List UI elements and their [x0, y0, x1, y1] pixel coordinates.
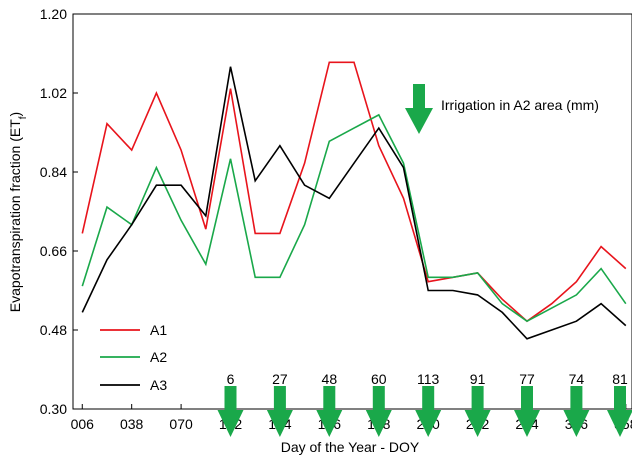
- irrigation-amount-label: 74: [569, 371, 585, 387]
- irrigation-arrow-icon: [365, 386, 392, 437]
- series-line-a3: [81, 66, 627, 340]
- irrigation-arrow-icon: [464, 386, 491, 437]
- irrigation-amount-label: 48: [322, 371, 338, 387]
- x-axis: 006038070102134166198230262294326358: [71, 404, 632, 432]
- irrigation-amount-label: 6: [227, 371, 235, 387]
- x-tick-label: 070: [169, 416, 193, 432]
- irrigation-amount-label: 77: [519, 371, 535, 387]
- irrigation-arrow-icon: [415, 386, 442, 437]
- legend-label-a2: A2: [150, 349, 167, 365]
- legend-label-a1: A1: [150, 322, 167, 338]
- irrigation-arrow-icon: [607, 386, 632, 437]
- y-axis-title-sub: f: [18, 116, 29, 119]
- legend: A1 A2 A3: [100, 322, 167, 393]
- y-tick-label: 0.30: [40, 401, 67, 417]
- x-axis-title: Day of the Year - DOY: [281, 439, 420, 455]
- y-tick-label: 1.20: [40, 6, 67, 22]
- irrigation-amount-label: 27: [272, 371, 288, 387]
- plot-frame: [72, 13, 632, 410]
- irrigation-arrow-icon: [563, 386, 590, 437]
- irrigation-amount-label: 60: [371, 371, 387, 387]
- y-axis: 0.30 0.48 0.66 0.84 1.02 1.20: [40, 6, 78, 417]
- x-tick-label: 006: [71, 416, 95, 432]
- legend-label-a3: A3: [150, 377, 167, 393]
- irrigation-annotation: Irrigation in A2 area (mm): [405, 84, 599, 134]
- irrigation-amount-label: 113: [417, 371, 440, 387]
- y-axis-title-close: ): [7, 112, 23, 117]
- irrigation-arrow-icon: [316, 386, 343, 437]
- y-axis-title-main: Evapotranspiration fraction (ET: [7, 119, 23, 312]
- irrigation-arrow-icon: [217, 386, 244, 437]
- irrigation-arrow-icon: [514, 386, 540, 437]
- y-tick-label: 0.84: [40, 164, 67, 180]
- y-tick-label: 0.48: [40, 322, 67, 338]
- series-line-a2: [81, 113, 627, 323]
- irrigation-arrow-icon: [266, 386, 293, 437]
- irrigation-legend-label: Irrigation in A2 area (mm): [441, 97, 599, 113]
- y-tick-label: 1.02: [40, 85, 67, 101]
- series-line-a1: [81, 61, 627, 323]
- series-lines: [81, 61, 627, 340]
- irrigation-amount-label: 81: [612, 371, 628, 387]
- x-tick-label: 038: [120, 416, 144, 432]
- y-axis-title: Evapotranspiration fraction (ETf): [7, 112, 29, 312]
- irrigation-events: 6 27 48 60 113 91 77 74 81: [217, 371, 632, 437]
- irrigation-amount-label: 91: [470, 371, 486, 387]
- y-tick-label: 0.66: [40, 243, 67, 259]
- irrigation-legend-arrow-icon: [405, 84, 433, 134]
